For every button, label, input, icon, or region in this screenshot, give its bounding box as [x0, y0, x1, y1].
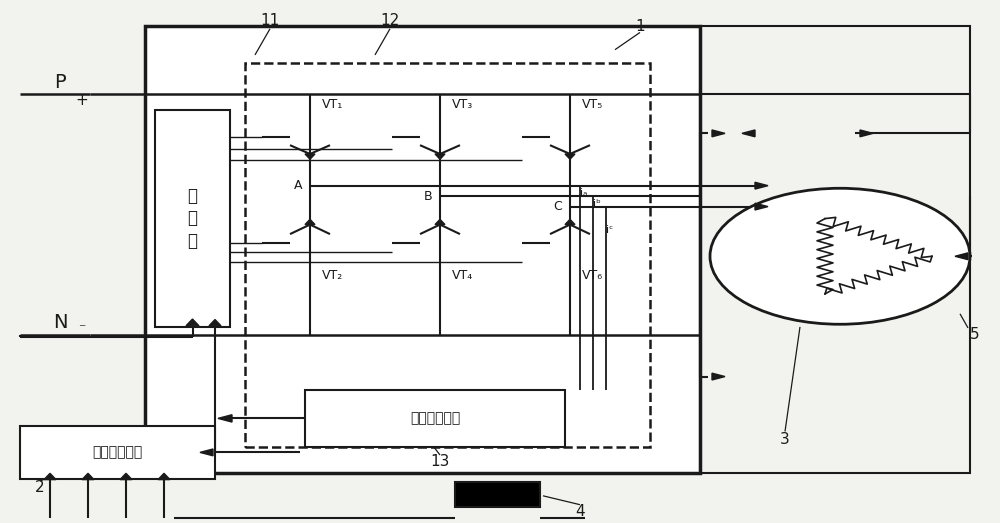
Text: VT₄: VT₄: [452, 269, 473, 282]
Text: R: R: [844, 272, 856, 287]
Text: 12: 12: [380, 14, 400, 28]
Text: P: P: [54, 73, 66, 92]
Text: 13: 13: [430, 454, 450, 469]
Polygon shape: [200, 449, 213, 456]
Text: VT₃: VT₃: [452, 98, 473, 111]
Text: iᵇ: iᵇ: [593, 199, 601, 209]
Polygon shape: [860, 130, 873, 137]
Text: 控
制
器: 控 制 器: [188, 187, 198, 249]
Text: R: R: [794, 233, 806, 248]
Polygon shape: [755, 183, 768, 189]
Polygon shape: [565, 219, 575, 224]
Text: ⁻: ⁻: [78, 323, 86, 336]
Bar: [245, 63, 650, 447]
Polygon shape: [186, 319, 199, 326]
Bar: [145, 26, 700, 473]
Polygon shape: [712, 130, 725, 137]
Text: 1: 1: [635, 19, 645, 33]
Text: VT₆: VT₆: [582, 269, 603, 282]
Text: A: A: [294, 179, 302, 192]
Text: 信号输入模块: 信号输入模块: [92, 446, 143, 459]
Text: iₐ: iₐ: [580, 188, 588, 198]
Circle shape: [710, 188, 970, 324]
Polygon shape: [955, 253, 968, 259]
Bar: [20, 426, 215, 479]
Bar: [455, 482, 540, 507]
Polygon shape: [120, 473, 132, 480]
Text: C: C: [839, 299, 851, 317]
Bar: [305, 390, 565, 447]
Polygon shape: [435, 219, 445, 224]
Bar: [155, 110, 230, 327]
Text: N: N: [53, 313, 67, 332]
Text: 3: 3: [780, 432, 790, 447]
Text: C: C: [553, 200, 562, 213]
Text: VT₅: VT₅: [582, 98, 603, 111]
Text: 4: 4: [575, 504, 585, 519]
Polygon shape: [209, 320, 221, 326]
Polygon shape: [742, 130, 755, 137]
Text: R: R: [882, 233, 894, 248]
Text: 11: 11: [260, 14, 280, 28]
Polygon shape: [305, 154, 315, 159]
Text: iᶜ: iᶜ: [606, 225, 613, 235]
Polygon shape: [218, 415, 232, 422]
Polygon shape: [435, 154, 445, 159]
Polygon shape: [305, 219, 315, 224]
Text: +: +: [76, 93, 88, 108]
Text: A: A: [948, 247, 959, 265]
Polygon shape: [565, 154, 575, 159]
Text: 2: 2: [35, 480, 45, 495]
Polygon shape: [712, 373, 725, 380]
Polygon shape: [44, 473, 56, 480]
Text: VT₂: VT₂: [322, 269, 343, 282]
Polygon shape: [82, 473, 94, 480]
Text: 5: 5: [970, 327, 980, 342]
Text: VT₁: VT₁: [322, 98, 343, 111]
Polygon shape: [158, 473, 170, 480]
Text: B: B: [423, 190, 432, 202]
Text: B: B: [839, 196, 851, 213]
Text: 电流检测模块: 电流检测模块: [410, 412, 460, 425]
Bar: [700, 26, 970, 473]
Polygon shape: [755, 203, 768, 210]
